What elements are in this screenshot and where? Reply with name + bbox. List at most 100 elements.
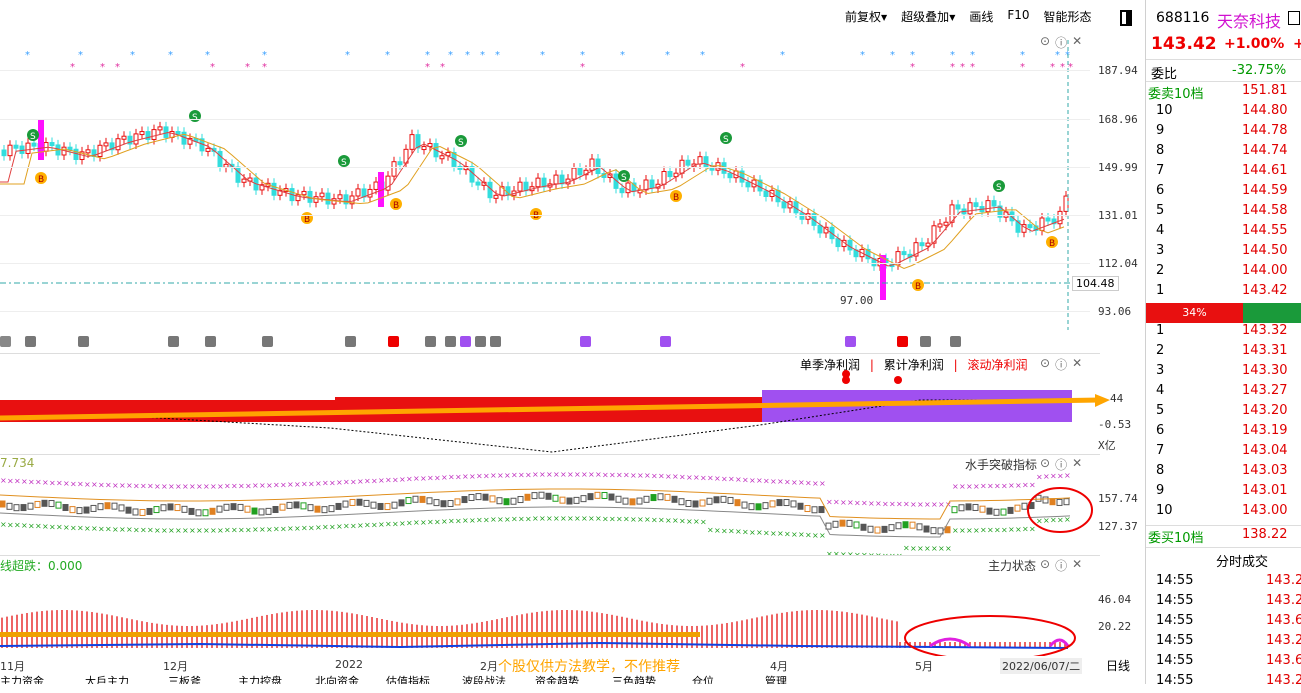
event-icon[interactable] [445, 336, 456, 347]
order-row[interactable]: 5 144.58 [1146, 203, 1301, 223]
order-row[interactable]: 10 143.00 [1146, 503, 1301, 523]
tab-manage[interactable]: 管理 [765, 675, 787, 684]
period-button[interactable]: 日线 [1106, 659, 1131, 673]
event-icon[interactable] [460, 336, 471, 347]
order-row[interactable]: 9 143.01 [1146, 483, 1301, 503]
draw-button[interactable]: 画线 [969, 10, 994, 24]
order-row[interactable]: 3 144.50 [1146, 243, 1301, 263]
help-icon[interactable]: ⓘ [1055, 559, 1068, 573]
event-icon[interactable] [580, 336, 591, 347]
overlay-dropdown[interactable]: 超级叠加▼ [901, 8, 955, 25]
settings-icon[interactable]: ⊙ [1040, 34, 1051, 48]
order-row[interactable]: 4 143.27 [1146, 383, 1301, 403]
candlestick-chart[interactable]: * * * * * * * * * * * * * * * * * * * * * * * * * ** * * * * * * * * * * * * *… [0, 40, 1100, 330]
sailor-candle [531, 492, 538, 500]
close-icon[interactable]: ✕ [1072, 356, 1083, 370]
event-icon[interactable] [262, 336, 273, 347]
fuquan-dropdown[interactable]: 前复权▼ [845, 8, 887, 25]
sailor-candle [146, 507, 153, 515]
tab-valuation[interactable]: 估值指标 [386, 675, 430, 684]
sailor-lower-mark: × [441, 517, 448, 526]
order-row[interactable]: 6 144.59 [1146, 183, 1301, 203]
event-icon[interactable] [25, 336, 36, 347]
sailor-upper-mark: × [966, 482, 973, 491]
sailor-lower-mark: × [140, 526, 147, 535]
sailor-lower-mark: × [469, 516, 476, 525]
main-force-chart [0, 610, 1076, 656]
sailor-lower-mark: × [91, 524, 98, 533]
order-row[interactable]: 4 144.55 [1146, 223, 1301, 243]
legend-single-quarter[interactable]: 单季净利润 [800, 358, 861, 372]
sailor-lower-mark: × [644, 515, 651, 524]
event-icon[interactable] [0, 336, 11, 347]
help-icon[interactable]: ⓘ [1055, 36, 1068, 50]
event-icon[interactable] [897, 336, 908, 347]
tab-capital-trend[interactable]: 资金趋势 [535, 675, 579, 684]
order-row[interactable]: 2 143.31 [1146, 343, 1301, 363]
tab-position[interactable]: 仓位 [692, 675, 714, 684]
event-icon[interactable] [490, 336, 501, 347]
star-icon: * [345, 50, 350, 61]
legend-cumulative[interactable]: 累计净利润 [883, 358, 944, 372]
order-row[interactable]: 2 144.00 [1146, 263, 1301, 283]
event-icon[interactable] [920, 336, 931, 347]
event-icon[interactable] [950, 336, 961, 347]
sailor-lower-mark: × [119, 525, 126, 534]
sailor-candle [993, 508, 1000, 516]
tab-main-control[interactable]: 主力控盘 [238, 675, 282, 684]
close-icon[interactable]: ✕ [1072, 34, 1083, 48]
tick-time: 14:55 [1156, 653, 1194, 668]
order-row[interactable]: 8 143.03 [1146, 463, 1301, 483]
order-row[interactable]: 7 143.04 [1146, 443, 1301, 463]
checkbox-icon[interactable] [1288, 11, 1300, 25]
sailor-candle [797, 502, 804, 510]
settings-icon[interactable]: ⊙ [1040, 557, 1051, 571]
event-icon[interactable] [345, 336, 356, 347]
sailor-lower-mark: × [721, 526, 728, 535]
event-icon[interactable] [78, 336, 89, 347]
close-icon[interactable]: ✕ [1072, 557, 1083, 571]
settings-icon[interactable]: ⊙ [1040, 356, 1051, 370]
candle-body [901, 251, 907, 256]
order-row[interactable]: 7 144.61 [1146, 163, 1301, 183]
candle-body [205, 147, 211, 152]
sailor-lower-mark: × [259, 525, 266, 534]
order-row[interactable]: 1 143.32 [1146, 323, 1301, 343]
panel-toggle-icon[interactable] [1120, 10, 1132, 26]
order-row[interactable]: 9 144.78 [1146, 123, 1301, 143]
event-icon[interactable] [425, 336, 436, 347]
f10-button[interactable]: F10 [1007, 8, 1030, 22]
tab-main-capital[interactable]: 主力资金 [0, 675, 44, 684]
order-row[interactable]: 8 144.74 [1146, 143, 1301, 163]
event-icon[interactable] [388, 336, 399, 347]
tab-north-capital[interactable]: 北向资金 [315, 675, 359, 684]
event-icon[interactable] [205, 336, 216, 347]
sailor-candle [202, 509, 209, 517]
event-icon[interactable] [660, 336, 671, 347]
tab-wave-strategy[interactable]: 波段战法 [462, 675, 506, 684]
sailor-candle [447, 499, 454, 507]
sailor-candle [293, 501, 300, 509]
tab-tricolor-trend[interactable]: 三色趋势 [612, 675, 656, 684]
help-icon[interactable]: ⓘ [1055, 458, 1068, 472]
order-row[interactable]: 6 143.19 [1146, 423, 1301, 443]
order-row[interactable]: 1 143.42 [1146, 283, 1301, 303]
settings-icon[interactable]: ⊙ [1040, 456, 1051, 470]
event-icon[interactable] [168, 336, 179, 347]
smart-pattern-button[interactable]: 智能形态 [1043, 10, 1092, 24]
legend-rolling[interactable]: 滚动净利润 [967, 358, 1028, 372]
candle-body [115, 138, 121, 151]
main-panel-controls: ⊙ ⓘ ✕ [1040, 34, 1082, 51]
close-icon[interactable]: ✕ [1072, 456, 1083, 470]
order-row[interactable]: 5 143.20 [1146, 403, 1301, 423]
event-icon[interactable] [475, 336, 486, 347]
chart-area[interactable]: 前复权▼ 超级叠加▼ 画线 F10 智能形态 ⊙ ⓘ ✕ * * * * * * * * * * *… [0, 0, 1145, 684]
star-icon: * [950, 50, 955, 61]
event-icon[interactable] [845, 336, 856, 347]
tab-big-player[interactable]: 大戶主力 [85, 675, 129, 684]
order-row[interactable]: 3 143.30 [1146, 363, 1301, 383]
help-icon[interactable]: ⓘ [1055, 358, 1068, 372]
profit-chart [0, 370, 1110, 453]
order-row[interactable]: 10 144.80 [1146, 103, 1301, 123]
tab-three-axes[interactable]: 三板斧 [168, 675, 201, 684]
